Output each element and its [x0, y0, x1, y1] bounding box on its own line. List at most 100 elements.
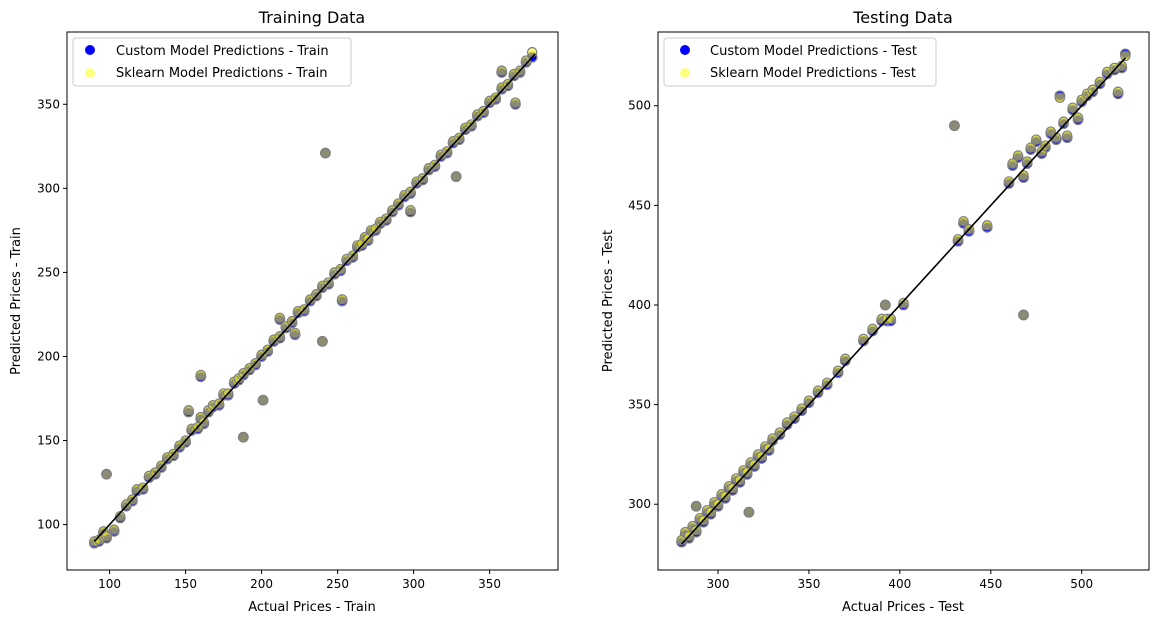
training-reference-line [93, 53, 536, 542]
training-point-sklearn [155, 460, 167, 472]
testing-point-sklearn [981, 220, 993, 231]
training-legend-marker-custom [85, 45, 95, 55]
testing-y-tick-label: 500 [628, 99, 651, 113]
training-point-sklearn [289, 327, 301, 339]
testing-x-axis-label: Actual Prices - Test [842, 600, 964, 615]
training-y-tick-label: 300 [37, 181, 60, 195]
testing-point-sklearn [832, 365, 844, 376]
training-point-sklearn [520, 55, 532, 66]
training-point-sklearn [114, 510, 126, 522]
training-axes-frame [66, 31, 559, 571]
training-point-sklearn [195, 369, 207, 381]
training-point-sklearn [108, 524, 120, 535]
training-point-sklearn [198, 416, 210, 428]
training-point-sklearn [101, 531, 112, 542]
training-point-sklearn [336, 294, 348, 305]
testing-x-tick-label: 350 [797, 577, 820, 591]
training-y-tick-label: 350 [37, 97, 60, 111]
testing-x-axis: 300 350 400 450 500 [707, 570, 1093, 591]
testing-y-axis-label: Predicted Prices - Test [601, 230, 616, 372]
training-legend-label-sklearn: Sklearn Model Predictions - Train [116, 66, 328, 81]
testing-point-sklearn [821, 377, 833, 388]
training-point-sklearn [510, 97, 521, 108]
testing-y-tick-label: 450 [628, 198, 651, 212]
testing-x-tick-label: 450 [979, 577, 1002, 591]
testing-point-sklearn [952, 233, 964, 245]
training-x-tick-label: 100 [98, 577, 121, 591]
testing-point-sklearn [743, 506, 755, 518]
testing-legend-label-custom: Custom Model Predictions - Test [710, 44, 917, 59]
training-point-sklearn [149, 467, 161, 478]
training-x-tick-label: 250 [326, 577, 349, 591]
testing-legend-marker-sklearn [680, 68, 690, 78]
training-plot-area [66, 31, 559, 571]
testing-point-sklearn [898, 297, 909, 309]
testing-legend: Custom Model Predictions - Test Sklearn … [663, 37, 937, 87]
testing-y-tick-label: 400 [628, 298, 651, 312]
testing-point-sklearn [880, 299, 891, 311]
testing-x-tick-label: 400 [888, 577, 911, 591]
testing-y-axis: 300 350 400 450 500 [628, 99, 658, 511]
training-point-sklearn [286, 315, 298, 327]
training-y-tick-label: 150 [37, 434, 60, 448]
training-point-sklearn [450, 171, 462, 182]
training-x-tick-label: 300 [402, 577, 425, 591]
training-y-axis-label: Predicted Prices - Train [9, 227, 24, 375]
training-point-sklearn [183, 405, 194, 416]
testing-panel: Testing Data 300 350 400 450 500 300 350 400 45… [601, 8, 1150, 615]
training-point-sklearn [317, 336, 328, 347]
testing-y-tick-label: 350 [628, 398, 651, 412]
testing-point-sklearn [1054, 92, 1066, 104]
training-point-sklearn [496, 65, 508, 76]
training-point-sklearn [393, 198, 404, 209]
training-point-sklearn [526, 46, 538, 58]
testing-reference-line [681, 57, 1126, 545]
testing-point-sklearn [1061, 130, 1073, 141]
training-legend-frame [72, 37, 352, 87]
testing-point-sklearn [1120, 50, 1131, 62]
testing-plot-area [657, 31, 1150, 571]
training-legend-label-custom: Custom Model Predictions - Train [116, 44, 329, 59]
training-legend-marker-sklearn [85, 68, 95, 78]
training-x-tick-label: 150 [174, 577, 197, 591]
testing-point-sklearn [1112, 86, 1124, 98]
training-x-tick-label: 350 [478, 577, 501, 591]
training-x-tick-label: 200 [250, 577, 273, 591]
training-y-tick-label: 250 [37, 265, 60, 279]
training-y-tick-label: 200 [37, 349, 60, 363]
testing-point-sklearn [958, 216, 969, 227]
training-panel: Training Data 100 150 200 250 300 350 100 150 2… [9, 8, 559, 615]
training-point-sklearn [257, 394, 269, 406]
testing-legend-frame [663, 37, 937, 87]
training-point-sklearn [387, 204, 398, 216]
testing-point-sklearn [690, 500, 702, 512]
training-point-sklearn [238, 431, 249, 443]
training-x-axis-label: Actual Prices - Train [248, 600, 376, 615]
testing-point-sklearn [1025, 142, 1037, 153]
testing-point-sklearn [1072, 112, 1084, 123]
training-x-axis: 100 150 200 250 300 350 [98, 570, 501, 591]
testing-x-tick-label: 300 [707, 577, 730, 591]
testing-point-sklearn [1031, 134, 1042, 145]
testing-y-tick-label: 300 [628, 497, 651, 511]
training-legend: Custom Model Predictions - Train Sklearn… [72, 37, 352, 87]
testing-point-sklearn [690, 524, 702, 536]
training-point-sklearn [405, 204, 416, 216]
testing-point-sklearn [1067, 102, 1078, 113]
testing-title: Testing Data [852, 8, 953, 27]
training-point-sklearn [320, 147, 331, 159]
training-y-tick-label: 100 [37, 518, 60, 532]
testing-axes-frame [657, 31, 1150, 571]
training-title: Training Data [258, 8, 365, 27]
testing-point-sklearn [1007, 158, 1018, 169]
testing-x-tick-label: 500 [1070, 577, 1093, 591]
training-point-sklearn [101, 468, 112, 480]
training-point-sklearn [311, 289, 322, 300]
testing-legend-marker-custom [680, 45, 690, 55]
training-y-axis: 100 150 200 250 300 350 [37, 97, 67, 532]
testing-legend-label-sklearn: Sklearn Model Predictions - Test [710, 66, 916, 81]
testing-point-sklearn [1012, 150, 1024, 161]
testing-point-sklearn [949, 120, 960, 131]
testing-point-sklearn [1018, 309, 1029, 321]
